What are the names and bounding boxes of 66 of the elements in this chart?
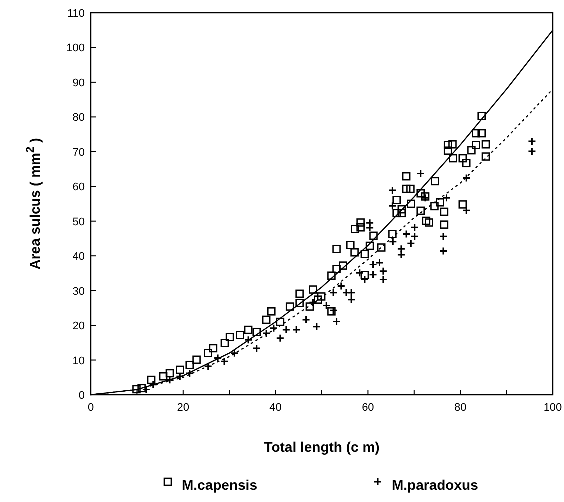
point bbox=[244, 336, 253, 344]
x-tick-label: 60 bbox=[362, 402, 374, 414]
x-tick-label: 0 bbox=[88, 402, 94, 414]
point bbox=[262, 329, 271, 338]
point bbox=[366, 218, 374, 228]
point bbox=[379, 275, 388, 284]
point bbox=[347, 288, 356, 298]
point bbox=[439, 246, 448, 256]
point bbox=[149, 380, 158, 390]
point bbox=[410, 232, 420, 241]
y-tick-label: 60 bbox=[72, 182, 85, 194]
y-tick-label: 40 bbox=[72, 251, 85, 264]
y-tick-label: 0 bbox=[78, 390, 85, 402]
point bbox=[410, 223, 420, 232]
point bbox=[142, 386, 151, 394]
x-tick-label: 100 bbox=[544, 402, 562, 414]
point bbox=[329, 306, 338, 315]
point bbox=[322, 302, 331, 310]
y-tick-label: 70 bbox=[72, 146, 85, 159]
point bbox=[379, 267, 388, 276]
x-tick-label: 20 bbox=[177, 402, 190, 414]
point bbox=[329, 288, 338, 298]
y-tick-label: 90 bbox=[72, 77, 85, 90]
point bbox=[528, 147, 536, 156]
point bbox=[416, 170, 426, 178]
y-tick-label: 80 bbox=[72, 112, 85, 124]
legend-label: M.paradoxus bbox=[392, 477, 479, 493]
point bbox=[312, 322, 322, 332]
point bbox=[270, 324, 278, 333]
point bbox=[230, 349, 239, 358]
x-axis-title: Total length (c m) bbox=[264, 439, 380, 455]
x-tick-label: 80 bbox=[454, 402, 467, 414]
y-tick-label: 100 bbox=[66, 42, 85, 55]
y-tick-label: 50 bbox=[72, 216, 85, 228]
point bbox=[442, 194, 451, 202]
y-tick-label: 110 bbox=[67, 8, 85, 20]
point bbox=[369, 260, 378, 270]
point bbox=[292, 326, 301, 334]
point bbox=[347, 296, 356, 304]
point bbox=[406, 239, 416, 248]
point bbox=[439, 232, 448, 241]
point bbox=[397, 250, 406, 260]
point bbox=[332, 317, 342, 326]
point bbox=[369, 270, 378, 280]
point bbox=[397, 244, 406, 254]
point bbox=[366, 224, 374, 232]
point bbox=[376, 258, 384, 268]
y-tick-label: 30 bbox=[72, 286, 85, 298]
point bbox=[388, 202, 397, 210]
point bbox=[276, 334, 285, 343]
legend-label: M.capensis bbox=[182, 477, 258, 493]
point bbox=[388, 186, 397, 195]
point bbox=[186, 369, 194, 378]
point bbox=[282, 326, 291, 334]
x-tick-label: 40 bbox=[270, 402, 282, 414]
point bbox=[388, 238, 398, 246]
point bbox=[308, 298, 318, 307]
point bbox=[462, 174, 471, 183]
point bbox=[204, 362, 213, 371]
point bbox=[252, 344, 262, 353]
point bbox=[302, 316, 311, 324]
point bbox=[462, 206, 471, 215]
y-tick-label: 10 bbox=[72, 355, 85, 368]
point bbox=[528, 137, 536, 146]
point bbox=[402, 230, 411, 238]
y-tick-label: 20 bbox=[72, 320, 85, 333]
